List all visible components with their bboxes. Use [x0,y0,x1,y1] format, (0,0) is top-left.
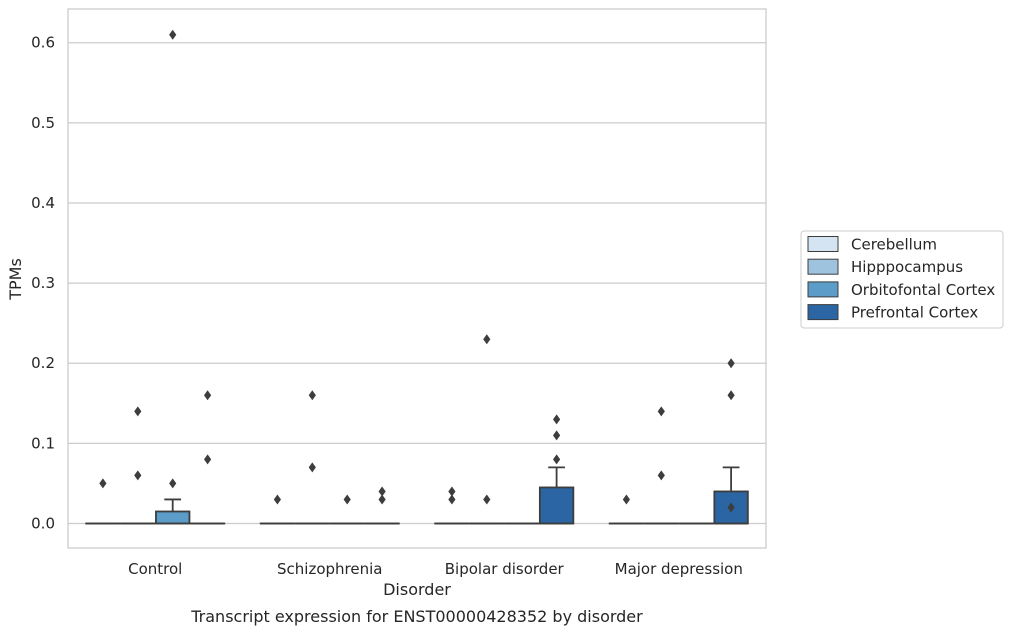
box-prefrontal-cortex [189,390,226,525]
box-prefrontal-cortex [364,486,400,525]
outlier-point [204,390,212,401]
plot-area-background [68,9,766,548]
legend-label: Orbitofontal Cortex [851,281,995,299]
box-body [538,486,575,525]
outlier-point [343,494,351,505]
outlier-point [378,486,386,497]
legend-item: Hipppocampus [807,258,963,276]
outlier-point [308,462,316,473]
outlier-point [483,494,491,505]
y-tick-label: 0.0 [31,515,55,533]
outlier-point [448,494,456,505]
legend-label: Prefrontal Cortex [851,304,978,322]
box-prefrontal-cortex [538,414,575,525]
category-group [85,29,226,525]
legend-swatch [807,258,839,275]
y-tick-label: 0.3 [31,274,55,292]
legend-label: Cerebellum [851,236,937,254]
outlier-point [308,390,316,401]
y-axis-ticks: 0.0 0.1 0.2 0.3 0.4 0.5 0.6 [31,34,55,533]
legend-frame [800,230,1004,329]
outlier-point [657,470,665,481]
box-orbitofontal-cortex [155,29,191,525]
legend-swatch [807,281,839,298]
legend-swatch [807,236,839,252]
box-cerebellum [434,486,470,525]
box-orbitofontal-cortex [329,494,365,525]
box-cerebellum [85,478,121,525]
category-group [434,334,575,525]
box-groups [85,29,749,525]
box-hipppocampus [469,334,505,525]
y-axis-title: TPMs [6,258,25,301]
x-tick-label: Major depression [615,560,743,578]
legend-item: Cerebellum [807,236,937,254]
outlier-point [727,390,735,401]
box-body [155,510,191,525]
y-tick-label: 0.1 [31,434,55,452]
figure-caption: Transcript expression for ENST0000042835… [190,607,643,626]
outlier-point [657,406,665,417]
outlier-point [169,29,177,40]
y-tick-label: 0.2 [31,354,55,372]
outlier-point [448,486,456,497]
outlier-point [378,494,386,505]
y-tick-label: 0.6 [31,34,55,52]
outlier-point [273,494,281,505]
legend-label: Hipppocampus [851,258,963,276]
plot-area-frame [67,8,767,549]
gridlines [68,42,766,525]
legend-item: Orbitofontal Cortex [807,281,995,299]
category-group [259,390,400,525]
outlier-point [553,454,561,465]
box-hipppocampus [120,406,156,525]
x-tick-label: Schizophrenia [277,560,382,578]
y-tick-label: 0.4 [31,194,55,212]
outlier-point [727,358,735,369]
x-tick-label: Bipolar disorder [445,560,565,578]
x-tick-label: Control [128,560,182,578]
x-axis-title: Disorder [383,580,451,599]
outlier-point [204,454,212,465]
box-hipppocampus [294,390,330,525]
box-cerebellum [608,494,645,525]
outlier-point [169,478,177,489]
x-axis-ticks: Control Schizophrenia Bipolar disorder Majo… [128,560,743,578]
box-prefrontal-cortex [713,358,749,525]
legend-items: Cerebellum Hipppocampus Orbitofontal Corte… [807,236,995,322]
category-group [608,358,749,525]
box-cerebellum [259,494,296,525]
outlier-point [134,470,142,481]
outlier-point [553,414,561,425]
outlier-point [553,430,561,441]
legend: Cerebellum Hipppocampus Orbitofontal Corte… [800,230,1004,329]
y-tick-label: 0.5 [31,114,55,132]
outlier-point [134,406,142,417]
legend-item: Prefrontal Cortex [807,304,978,322]
outlier-point [99,478,107,489]
outlier-point [727,502,735,513]
legend-swatch [807,304,839,321]
outlier-point [483,334,491,345]
outlier-point [622,494,630,505]
box-hipppocampus [643,406,679,525]
